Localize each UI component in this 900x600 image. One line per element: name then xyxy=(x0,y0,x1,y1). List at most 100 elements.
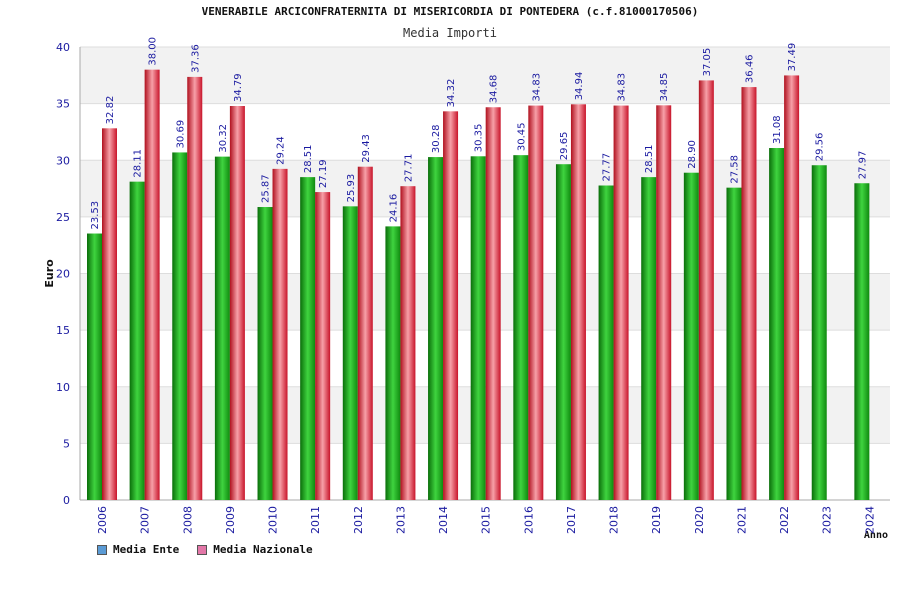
x-tick-label-2020: 2020 xyxy=(693,506,706,534)
legend-label-ente: Media Ente xyxy=(113,543,180,556)
bar-nazionale-2022 xyxy=(784,75,800,500)
value-label-ente-2021: 27.58 xyxy=(729,155,740,184)
bar-nazionale-2017 xyxy=(570,104,586,500)
value-label-ente-2022: 31.08 xyxy=(772,115,783,144)
bar-nazionale-2016 xyxy=(528,105,544,501)
value-label-nazionale-2013: 27.71 xyxy=(403,154,414,183)
chart-title: VENERABILE ARCICONFRATERNITA DI MISERICO… xyxy=(201,5,699,18)
x-tick-label-2024: 2024 xyxy=(863,506,876,534)
bar-nazionale-2021 xyxy=(741,87,757,500)
value-label-nazionale-2015: 34.68 xyxy=(489,75,500,104)
value-label-ente-2008: 30.69 xyxy=(175,120,186,149)
x-tick-label-2023: 2023 xyxy=(821,506,834,534)
bar-ente-2007 xyxy=(129,181,145,501)
value-label-ente-2024: 27.97 xyxy=(857,151,868,180)
y-tick-label: 40 xyxy=(56,41,70,54)
value-label-ente-2018: 27.77 xyxy=(602,153,613,182)
bar-nazionale-2018 xyxy=(613,105,629,501)
y-tick-label: 35 xyxy=(56,98,70,111)
bar-nazionale-2010 xyxy=(272,168,288,500)
x-axis-label: Anno xyxy=(864,530,888,541)
x-tick-label-2007: 2007 xyxy=(139,506,152,534)
x-tick-label-2015: 2015 xyxy=(480,506,493,534)
x-tick-label-2014: 2014 xyxy=(437,506,450,534)
x-tick-label-2010: 2010 xyxy=(267,506,280,534)
value-label-nazionale-2006: 32.82 xyxy=(105,96,116,125)
value-label-ente-2006: 23.53 xyxy=(90,201,101,230)
x-tick-label-2018: 2018 xyxy=(608,506,621,534)
legend-item-ente: Media Ente xyxy=(97,543,179,556)
bar-ente-2011 xyxy=(300,177,316,500)
x-tick-label-2006: 2006 xyxy=(96,506,109,534)
value-label-ente-2013: 24.16 xyxy=(388,194,399,223)
legend-swatch-nazionale xyxy=(197,544,208,555)
value-label-nazionale-2007: 38.00 xyxy=(148,37,159,66)
legend-swatch-ente xyxy=(97,544,107,555)
bar-ente-2013 xyxy=(385,226,401,500)
value-label-ente-2015: 30.35 xyxy=(474,124,485,153)
value-label-nazionale-2022: 37.49 xyxy=(787,43,798,72)
bar-ente-2024 xyxy=(854,183,870,500)
value-label-ente-2011: 28.51 xyxy=(303,144,314,173)
bar-ente-2016 xyxy=(513,155,529,500)
value-label-nazionale-2008: 37.36 xyxy=(190,44,201,73)
bar-ente-2014 xyxy=(428,157,444,501)
bar-ente-2012 xyxy=(342,206,358,500)
bar-ente-2009 xyxy=(214,156,230,500)
bar-nazionale-2013 xyxy=(400,186,416,500)
value-label-nazionale-2018: 34.83 xyxy=(617,73,628,102)
bar-ente-2017 xyxy=(555,164,571,500)
value-label-nazionale-2021: 36.46 xyxy=(744,54,755,83)
value-label-nazionale-2019: 34.85 xyxy=(659,73,670,102)
x-tick-label-2017: 2017 xyxy=(565,506,578,534)
bar-ente-2022 xyxy=(769,148,785,501)
bar-nazionale-2008 xyxy=(187,76,203,500)
x-tick-label-2013: 2013 xyxy=(394,506,407,534)
value-label-ente-2009: 30.32 xyxy=(218,124,229,153)
value-label-ente-2007: 28.11 xyxy=(133,149,144,178)
value-label-ente-2016: 30.45 xyxy=(516,123,527,152)
y-tick-label: 15 xyxy=(56,324,70,337)
value-label-ente-2010: 25.87 xyxy=(261,174,272,203)
bar-nazionale-2019 xyxy=(656,105,672,500)
x-tick-label-2022: 2022 xyxy=(778,506,791,534)
bar-ente-2010 xyxy=(257,207,273,500)
value-label-ente-2012: 25.93 xyxy=(346,174,357,203)
bar-nazionale-2011 xyxy=(315,192,331,501)
bar-ente-2018 xyxy=(598,185,614,500)
x-tick-label-2009: 2009 xyxy=(224,506,237,534)
y-tick-label: 20 xyxy=(56,268,70,281)
bar-ente-2015 xyxy=(470,156,486,500)
y-axis-label: Euro xyxy=(43,259,56,288)
value-label-nazionale-2012: 29.43 xyxy=(361,134,372,163)
legend-label-nazionale: Media Nazionale xyxy=(213,543,313,556)
legend: Media Ente Media Nazionale xyxy=(97,543,313,556)
x-tick-label-2019: 2019 xyxy=(650,506,663,534)
value-label-nazionale-2017: 34.94 xyxy=(574,72,585,101)
bar-ente-2020 xyxy=(683,172,699,500)
bar-nazionale-2020 xyxy=(698,80,714,500)
value-label-nazionale-2016: 34.83 xyxy=(531,73,542,102)
x-tick-label-2021: 2021 xyxy=(735,506,748,534)
value-label-ente-2014: 30.28 xyxy=(431,124,442,153)
bar-ente-2008 xyxy=(172,152,188,501)
bar-nazionale-2009 xyxy=(229,106,245,501)
value-label-nazionale-2009: 34.79 xyxy=(233,73,244,102)
legend-item-nazionale: Media Nazionale xyxy=(197,543,313,556)
bar-nazionale-2015 xyxy=(485,107,501,501)
x-tick-label-2008: 2008 xyxy=(181,506,194,534)
y-tick-label: 30 xyxy=(56,154,70,167)
value-label-ente-2023: 29.56 xyxy=(815,133,826,162)
value-label-ente-2019: 28.51 xyxy=(644,144,655,173)
x-tick-label-2016: 2016 xyxy=(522,506,535,534)
bar-nazionale-2014 xyxy=(443,111,459,501)
bar-nazionale-2006 xyxy=(102,128,117,500)
bar-ente-2021 xyxy=(726,187,742,500)
value-label-nazionale-2010: 29.24 xyxy=(276,136,287,165)
x-tick-label-2012: 2012 xyxy=(352,506,365,534)
x-tick-label-2011: 2011 xyxy=(309,506,322,534)
value-label-nazionale-2020: 37.05 xyxy=(702,48,713,77)
bar-ente-2019 xyxy=(641,177,657,500)
bar-ente-2006 xyxy=(87,233,102,500)
